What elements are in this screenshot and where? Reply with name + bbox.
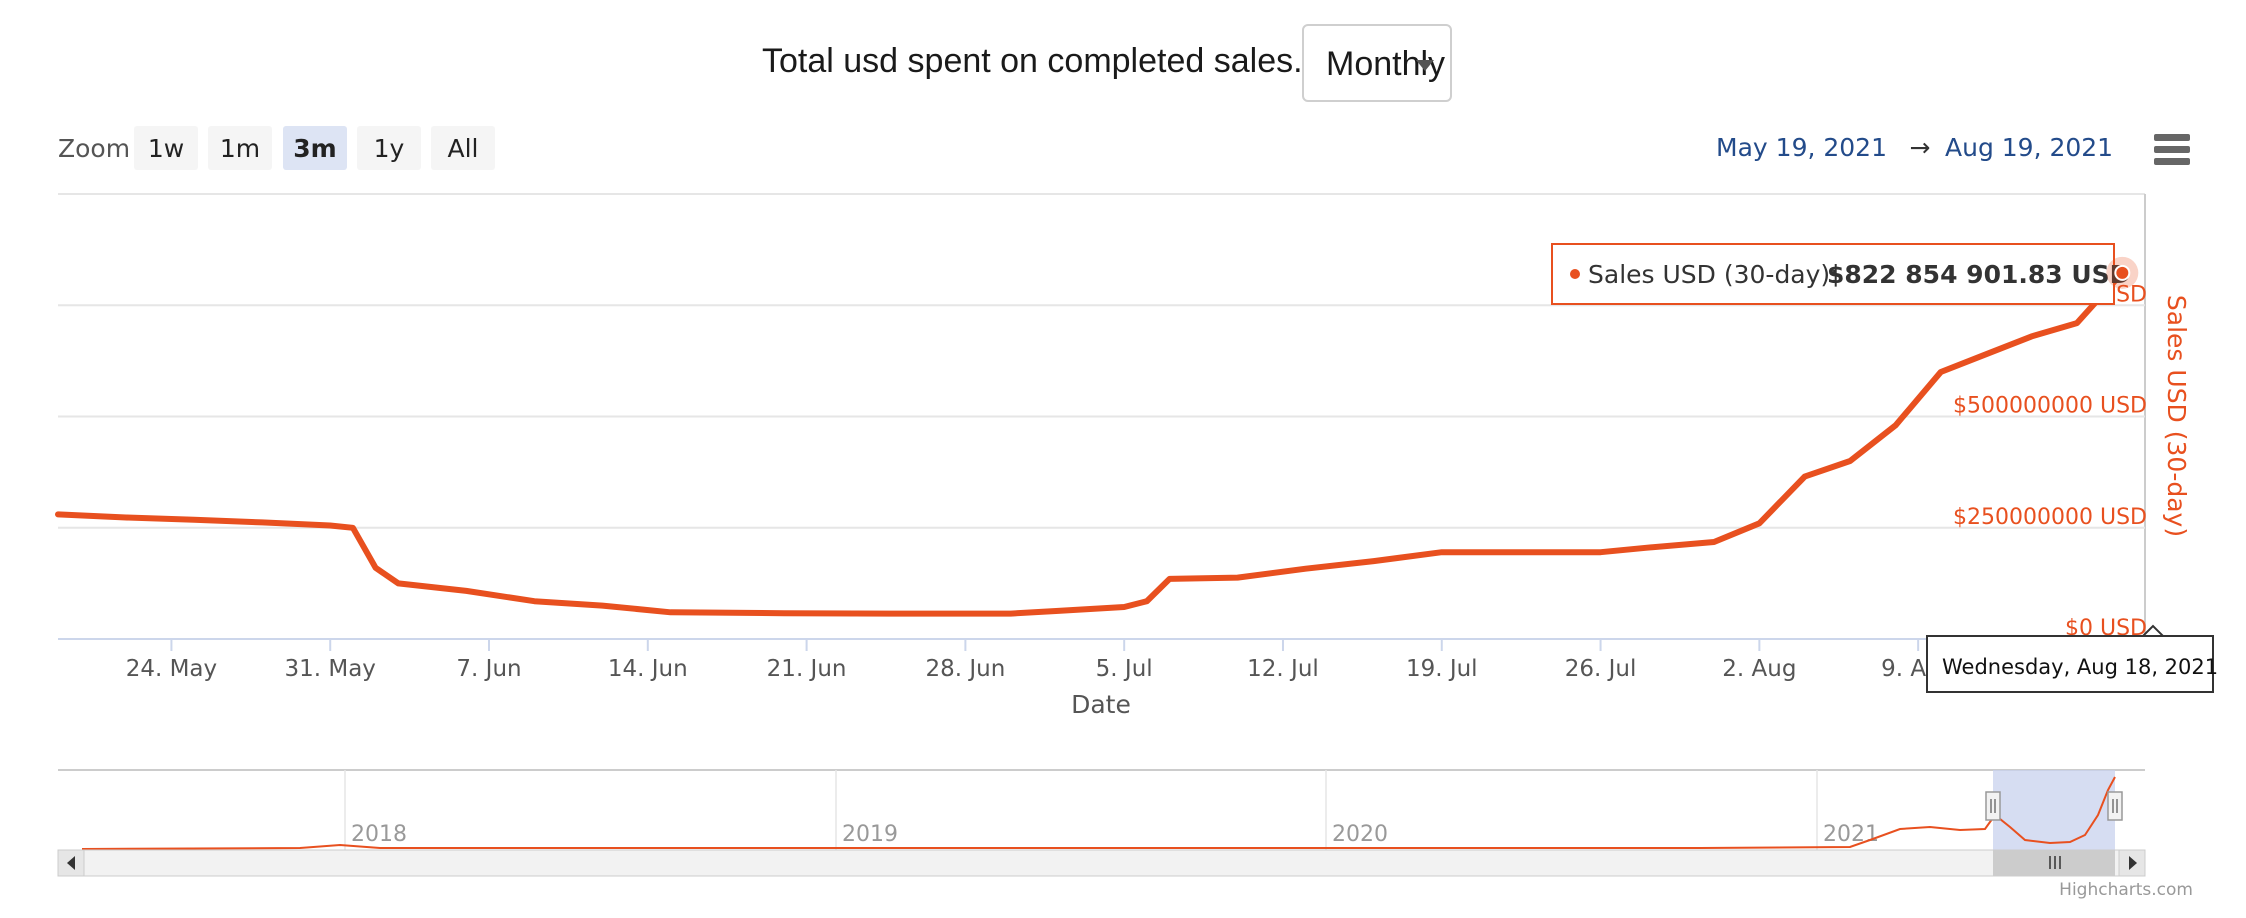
zoom-buttons: 1w 1m 3m 1y All xyxy=(134,126,495,170)
x-tick-label: 5. Jul xyxy=(1096,656,1153,682)
navigator-series-line xyxy=(81,776,2116,850)
range-arrow: → xyxy=(1910,133,1931,162)
zoom-button-bg xyxy=(134,126,198,170)
zoom-button-label: 1y xyxy=(374,134,405,163)
range-from-date[interactable]: May 19, 2021 xyxy=(1716,133,1887,162)
date-tooltip: Wednesday, Aug 18, 2021 xyxy=(1926,624,2218,693)
tooltip: Sales USD (30-day): $822 854 901.83 USD xyxy=(1551,243,2130,305)
navigator-year-label: 2021 xyxy=(1823,822,1879,847)
navigator-selection[interactable] xyxy=(1993,770,2115,850)
x-tick-label: 2. Aug xyxy=(1722,656,1796,682)
zoom-button-bg xyxy=(208,126,272,170)
x-axis-title: Date xyxy=(1071,690,1131,719)
zoom-button-label: All xyxy=(448,134,479,163)
x-tick-label: 19. Jul xyxy=(1406,656,1478,682)
credits[interactable]: Highcharts.com xyxy=(2059,880,2193,900)
scrollbar[interactable] xyxy=(57,849,2146,877)
zoom-button-all[interactable]: All xyxy=(431,126,495,170)
navigator-right-handle[interactable] xyxy=(2107,791,2123,821)
chevron-right-icon xyxy=(2129,856,2137,870)
x-tick-label: 14. Jun xyxy=(608,656,688,682)
x-tick-label: 21. Jun xyxy=(767,656,847,682)
navigator-year-labels: 2018 2019 2020 2021 xyxy=(344,770,1879,850)
y-tick-label: $250000000 USD xyxy=(1953,505,2147,530)
x-tick-label: 24. May xyxy=(126,656,217,682)
zoom-button-3m[interactable]: 3m xyxy=(283,126,347,170)
navigator-left-handle[interactable] xyxy=(1985,791,2001,821)
zoom-button-bg xyxy=(283,126,347,170)
navigator-year-label: 2018 xyxy=(351,822,407,847)
series-line xyxy=(55,269,2126,617)
x-tick-label: 12. Jul xyxy=(1247,656,1319,682)
zoom-button-label: 1w xyxy=(148,134,184,163)
y-tick-label: $500000000 USD xyxy=(1953,394,2147,419)
x-tick-label: 26. Jul xyxy=(1565,656,1637,682)
zoom-button-bg xyxy=(357,126,421,170)
tooltip-value: $822 854 901.83 USD xyxy=(1827,260,2130,289)
navigator[interactable]: 2018 2019 2020 2021 xyxy=(58,769,2145,850)
date-tooltip-text: Wednesday, Aug 18, 2021 xyxy=(1942,655,2218,679)
x-tick-label: 31. May xyxy=(284,656,375,682)
chevron-down-icon xyxy=(1416,60,1434,71)
scrollbar-thumb[interactable] xyxy=(1993,850,2115,876)
range-to-date[interactable]: Aug 19, 2021 xyxy=(1945,133,2113,162)
hover-point xyxy=(2114,264,2131,281)
zoom-label: Zoom xyxy=(58,134,130,163)
x-axis: 24. May 31. May 7. Jun 14. Jun 21. Jun 28. Ju… xyxy=(126,639,1955,682)
x-tick-label: 28. Jun xyxy=(925,656,1005,682)
zoom-button-label: 3m xyxy=(293,134,336,163)
hover-marker xyxy=(2106,256,2139,289)
y-axis-title: Sales USD (30-day) xyxy=(2162,295,2191,537)
period-select[interactable]: Monthly xyxy=(1302,24,1452,102)
y-axis-labels: $0 USD$250000000 USD$500000000 USD$75000… xyxy=(1953,282,2147,641)
chevron-left-icon xyxy=(67,856,75,870)
x-tick-label: 7. Jun xyxy=(456,656,521,682)
grid xyxy=(58,304,2145,640)
zoom-button-label: 1m xyxy=(220,134,260,163)
tooltip-series-label: Sales USD (30-day): xyxy=(1588,260,1839,289)
zoom-button-1y[interactable]: 1y xyxy=(357,126,421,170)
range-selector: Zoom 1w 1m 3m 1y All May 19, 2021 → Aug 19, … xyxy=(58,126,2113,170)
navigator-year-label: 2019 xyxy=(842,822,898,847)
zoom-button-1w[interactable]: 1w xyxy=(134,126,198,170)
hamburger-menu-icon[interactable] xyxy=(2154,134,2190,165)
navigator-year-label: 2020 xyxy=(1332,822,1388,847)
zoom-button-1m[interactable]: 1m xyxy=(208,126,272,170)
zoom-button-bg xyxy=(431,126,495,170)
chart-title: Total usd spent on completed sales. xyxy=(762,42,1303,80)
title-row: Total usd spent on completed sales. Mont… xyxy=(0,22,2246,106)
